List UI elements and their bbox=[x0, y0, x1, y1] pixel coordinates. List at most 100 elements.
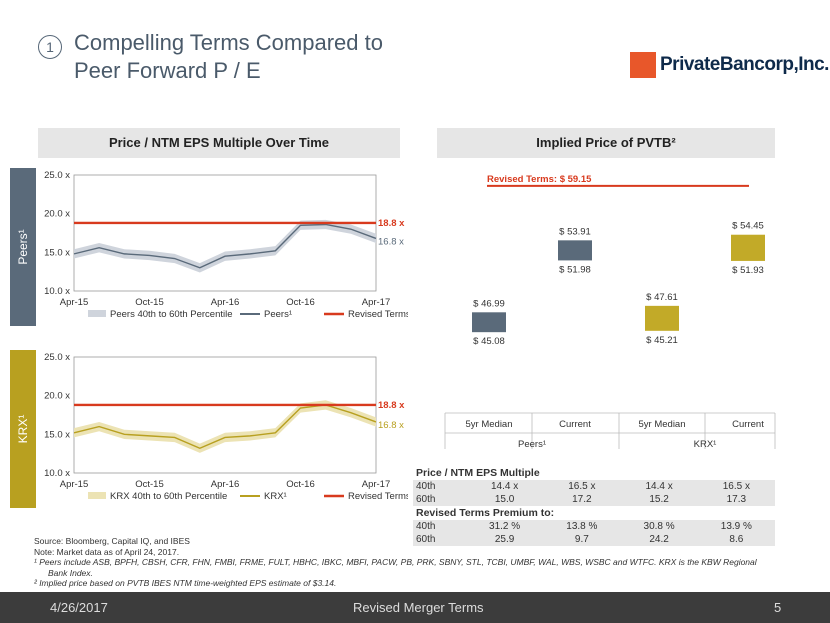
krx-x-tick: Apr-17 bbox=[362, 479, 391, 490]
table-cell: 17.3 bbox=[697, 493, 775, 506]
title-line-1: Compelling Terms Compared to bbox=[74, 30, 383, 55]
date-note: Note: Market data as of April 24, 2017. bbox=[34, 546, 180, 557]
revised-terms-label: Revised Terms: $ 59.15 bbox=[487, 174, 592, 185]
peers-side-tab: Peers¹ bbox=[10, 168, 36, 326]
table-cell: 14.4 x bbox=[620, 480, 698, 493]
table-cell: 24.2 bbox=[620, 533, 698, 546]
krx-x-tick: Apr-16 bbox=[211, 479, 240, 490]
price-range-bar-2 bbox=[645, 305, 679, 331]
table-row: 40th 14.4 x 16.5 x 14.4 x 16.5 x bbox=[413, 480, 775, 493]
source-note: Source: Bloomberg, Capital IQ, and IBES bbox=[34, 536, 190, 546]
row-label: 60th bbox=[413, 493, 466, 506]
peers-series-line-0 bbox=[73, 223, 377, 269]
krx-y-tick: 25.0 x bbox=[44, 352, 70, 363]
table-section-premium: Revised Terms Premium to: bbox=[416, 507, 555, 519]
price-range-bar-0 bbox=[472, 312, 506, 333]
table-cell: 13.9 % bbox=[697, 520, 775, 533]
table-cell: 8.6 bbox=[697, 533, 775, 546]
krx-x-tick: Oct-16 bbox=[286, 479, 315, 490]
krx-legend-revised: Revised Terms bbox=[348, 491, 408, 502]
right-panel-title: Implied Price of PVTB² bbox=[437, 128, 775, 158]
peers-legend-revised: Revised Terms bbox=[348, 309, 408, 320]
table-cell: 17.2 bbox=[543, 493, 621, 506]
peers-x-tick: Oct-15 bbox=[135, 297, 164, 308]
price-range-low-2: $ 45.21 bbox=[646, 335, 678, 346]
footer-date: 4/26/2017 bbox=[50, 600, 108, 615]
peers-side-tab-label: Peers¹ bbox=[16, 229, 30, 265]
footer-title: Revised Merger Terms bbox=[353, 600, 484, 615]
krx-y-tick: 20.0 x bbox=[44, 391, 70, 402]
peers-x-tick: Apr-15 bbox=[60, 297, 89, 308]
table-row: 40th 31.2 % 13.8 % 30.8 % 13.9 % bbox=[413, 520, 775, 533]
table-cell: 30.8 % bbox=[620, 520, 698, 533]
category-label-2: 5yr Median bbox=[639, 419, 686, 430]
krx-side-tab: KRX¹ bbox=[10, 350, 36, 508]
peers-x-tick: Oct-16 bbox=[286, 297, 315, 308]
price-range-high-0: $ 46.99 bbox=[473, 298, 505, 309]
price-range-bar-3 bbox=[731, 234, 765, 261]
category-label-0: 5yr Median bbox=[466, 419, 513, 430]
krx-percentile-band bbox=[74, 400, 376, 453]
peers-x-tick: Apr-16 bbox=[211, 297, 240, 308]
title-line-2: Peer Forward P / E bbox=[74, 58, 261, 83]
table-cell: 13.8 % bbox=[543, 520, 621, 533]
page-number: 5 bbox=[774, 600, 782, 615]
price-range-low-1: $ 51.98 bbox=[559, 264, 591, 275]
footnotes: Source: Bloomberg, Capital IQ, and IBES … bbox=[34, 536, 814, 589]
table-row: 60th 15.0 17.2 15.2 17.3 bbox=[413, 493, 775, 506]
implied-price-chart: Revised Terms: $ 59.15 $ 46.99 $ 45.08 $ 53… bbox=[444, 174, 776, 450]
table-cell: 15.2 bbox=[620, 493, 698, 506]
group-label-peers: Peers¹ bbox=[518, 439, 546, 450]
peers-x-tick: Apr-17 bbox=[362, 297, 391, 308]
table-cell: 25.9 bbox=[465, 533, 544, 546]
group-label-krx: KRX¹ bbox=[694, 439, 717, 450]
footnote-2: ² Implied price based on PVTB IBES NTM t… bbox=[34, 578, 337, 588]
peers-y-tick: 15.0 x bbox=[44, 247, 70, 258]
krx-multiple-chart: 10.0 x 15.0 x 20.0 x 25.0 x Apr-15 Oct-15 Apr-… bbox=[44, 352, 408, 502]
left-panel-title: Price / NTM EPS Multiple Over Time bbox=[38, 128, 400, 158]
krx-x-tick: Apr-15 bbox=[60, 479, 89, 490]
krx-current-label: 16.8 x bbox=[378, 420, 404, 431]
table-cell: 14.4 x bbox=[465, 480, 544, 493]
price-range-high-2: $ 47.61 bbox=[646, 292, 678, 303]
krx-revised-label: 18.8 x bbox=[378, 400, 405, 411]
krx-plot-area bbox=[73, 356, 377, 474]
peers-revised-label: 18.8 x bbox=[378, 218, 405, 229]
krx-y-tick: 10.0 x bbox=[44, 468, 70, 479]
peers-multiple-chart: 10.0 x 15.0 x 20.0 x 25.0 x Apr-15 Oct-15 Apr-… bbox=[44, 170, 408, 320]
krx-side-tab-label: KRX¹ bbox=[16, 414, 30, 444]
price-range-low-0: $ 45.08 bbox=[473, 336, 505, 347]
krx-legend-band: KRX 40th to 60th Percentile bbox=[110, 491, 227, 502]
section-number: 1 bbox=[38, 35, 62, 59]
krx-y-tick: 15.0 x bbox=[44, 429, 70, 440]
company-logo: PrivateBancorp,Inc. bbox=[630, 52, 829, 82]
price-range-low-3: $ 51.93 bbox=[732, 265, 764, 276]
peers-legend-series: Peers¹ bbox=[264, 309, 292, 320]
table-cell: 9.7 bbox=[543, 533, 621, 546]
peers-percentile-band bbox=[74, 219, 376, 273]
row-label: 40th bbox=[413, 480, 466, 493]
table-cell: 16.5 x bbox=[697, 480, 775, 493]
footer-bar: 4/26/2017 Revised Merger Terms 5 bbox=[0, 592, 830, 623]
row-label: 60th bbox=[413, 533, 466, 546]
table-cell: 15.0 bbox=[465, 493, 544, 506]
peers-y-tick: 25.0 x bbox=[44, 170, 70, 181]
logo-text: PrivateBancorp,Inc. bbox=[660, 54, 829, 75]
peers-y-tick: 20.0 x bbox=[44, 209, 70, 220]
peers-current-label: 16.8 x bbox=[378, 236, 404, 247]
peers-plot-area bbox=[73, 174, 377, 292]
peers-legend-band: Peers 40th to 60th Percentile bbox=[110, 309, 233, 320]
category-label-1: Current bbox=[559, 419, 591, 430]
footnote-1: ¹ Peers include ASB, BPFH, CBSH, CFR, FH… bbox=[34, 557, 757, 567]
category-label-3: Current bbox=[732, 419, 764, 430]
peers-y-tick: 10.0 x bbox=[44, 286, 70, 297]
krx-x-tick: Oct-15 bbox=[135, 479, 164, 490]
logo-mark-icon bbox=[630, 52, 656, 78]
multiples-table: Price / NTM EPS Multiple 40th 14.4 x 16.… bbox=[413, 466, 775, 546]
price-range-high-3: $ 54.45 bbox=[732, 221, 764, 232]
table-cell: 16.5 x bbox=[543, 480, 621, 493]
row-label: 40th bbox=[413, 520, 466, 533]
table-cell: 31.2 % bbox=[465, 520, 544, 533]
price-range-bar-1 bbox=[558, 240, 592, 261]
header: 1 Compelling Terms Compared to Peer Forw… bbox=[0, 0, 830, 105]
